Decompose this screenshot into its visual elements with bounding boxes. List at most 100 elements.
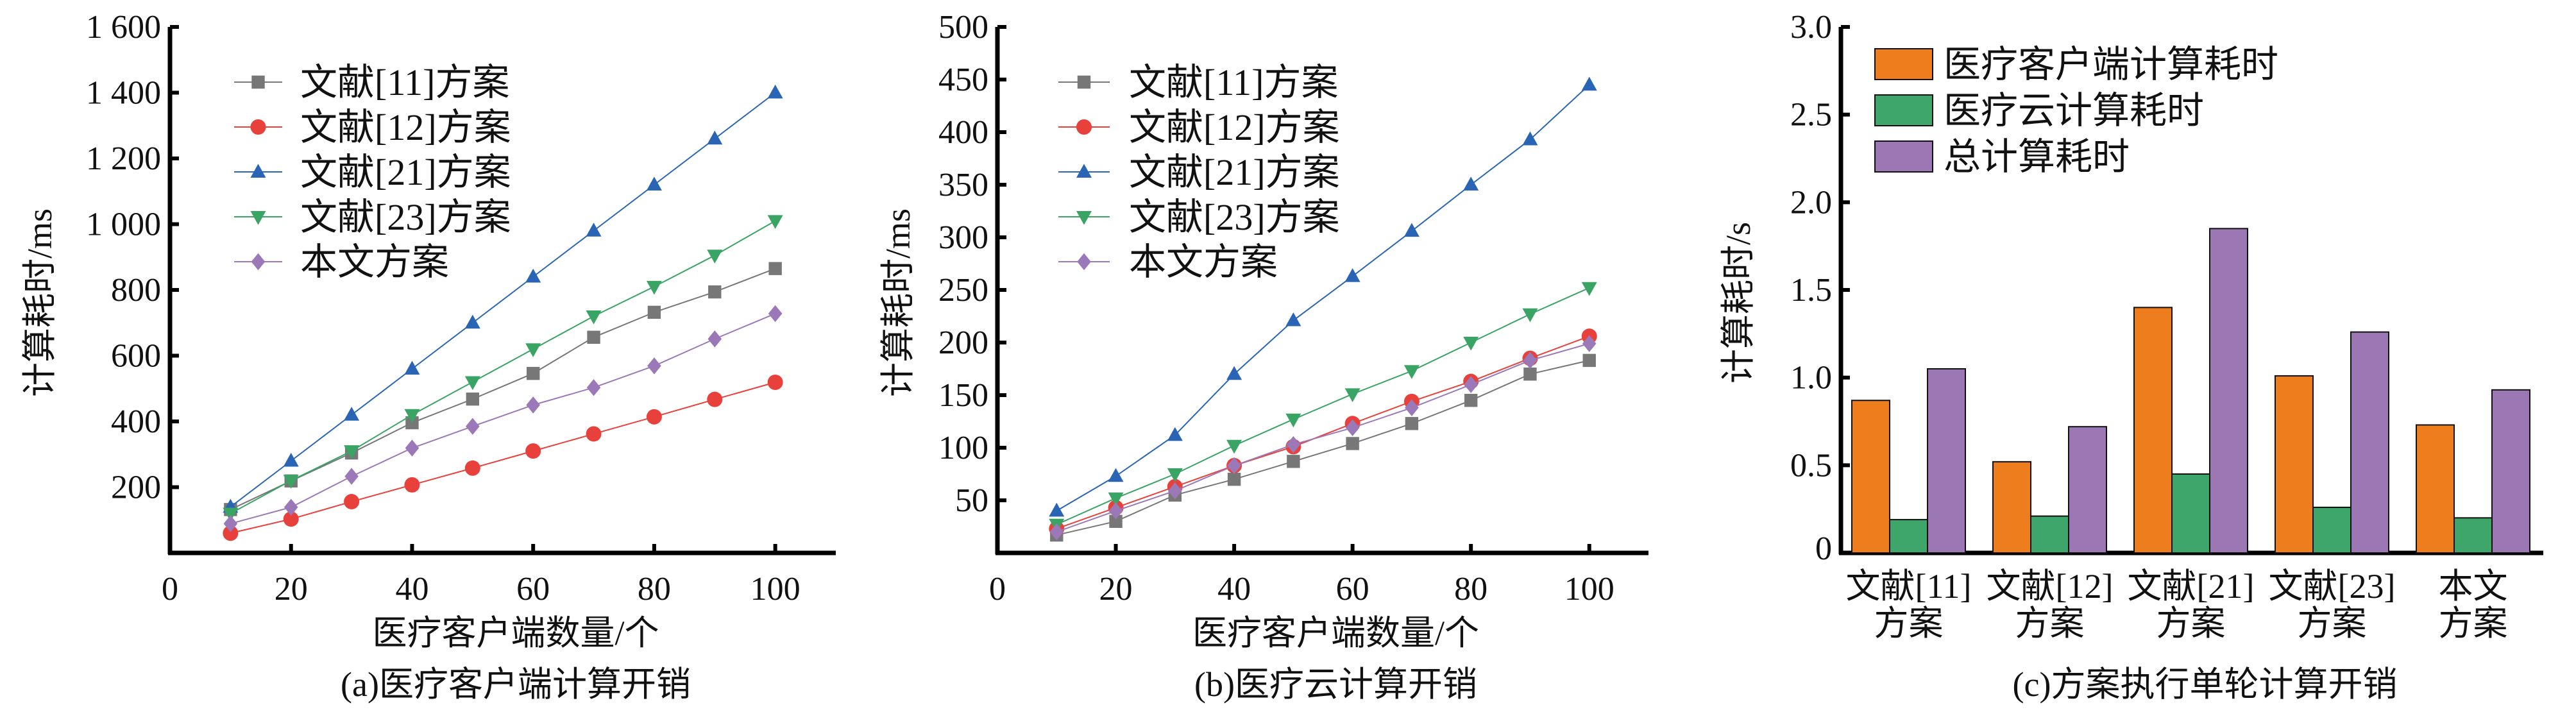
data-point: [646, 176, 662, 191]
legend-swatch: [1874, 48, 1933, 80]
y-tick-label: 50: [955, 482, 988, 519]
series-2: [1049, 76, 1597, 517]
data-point: [1582, 353, 1596, 368]
x-axis-label: 医疗客户端数量/个: [1192, 614, 1479, 652]
data-point: [1522, 308, 1538, 323]
data-point: [708, 285, 722, 299]
y-tick-label: 0: [1815, 530, 1832, 567]
x-tick-label: 0: [989, 571, 1006, 607]
legend-marker: [1077, 75, 1091, 89]
x-tick-label: 20: [1099, 571, 1133, 607]
y-tick-label: 1 600: [86, 9, 161, 46]
bar: [2491, 389, 2530, 554]
y-tick-label: 600: [111, 338, 161, 375]
y-tick-label: 1 400: [86, 75, 161, 112]
data-point: [283, 511, 299, 527]
bar: [2275, 375, 2314, 554]
y-tick-label: 350: [938, 167, 988, 203]
x-tick-label: 80: [638, 571, 671, 607]
chart-caption: (a)医疗客户端计算开销: [341, 665, 691, 704]
legend-label: 文献[21]方案: [1129, 151, 1340, 193]
x-tick-label: 方案: [2439, 604, 2508, 643]
y-tick-label: 200: [938, 325, 988, 361]
data-point: [1109, 514, 1123, 528]
y-tick-label: 0.5: [1790, 447, 1832, 484]
data-point: [1582, 335, 1597, 352]
y-tick-label: 1 200: [86, 140, 161, 177]
data-point: [1168, 482, 1182, 500]
data-point: [1285, 312, 1301, 326]
data-point: [526, 366, 540, 380]
data-point: [1405, 417, 1419, 430]
legend-label: 本文方案: [1129, 241, 1278, 283]
y-tick-label: 2.0: [1790, 184, 1832, 221]
data-point: [586, 310, 602, 325]
data-point: [1108, 502, 1123, 520]
y-tick-label: 3.0: [1790, 9, 1832, 46]
data-point: [1285, 413, 1301, 428]
data-point: [1049, 523, 1064, 541]
series-4: [1049, 335, 1597, 541]
x-tick-label: 方案: [2298, 604, 2367, 643]
legend-label: 总计算耗时: [1944, 136, 2130, 178]
data-point: [344, 407, 360, 421]
series-line: [230, 267, 775, 511]
chart-caption: (b)医疗云计算开销: [1194, 665, 1477, 704]
x-tick-label: 60: [1336, 571, 1369, 607]
data-point: [1464, 376, 1478, 393]
y-tick-label: 150: [938, 377, 988, 414]
data-point: [344, 494, 360, 510]
x-tick-label: 文献[21]: [2128, 567, 2255, 606]
data-point: [1227, 457, 1241, 475]
data-point: [1345, 419, 1360, 437]
data-point: [1581, 282, 1597, 296]
data-point: [1108, 492, 1124, 507]
bar: [2312, 506, 2351, 554]
data-point: [1464, 394, 1478, 407]
y-tick-label: 2.5: [1790, 97, 1832, 133]
data-point: [646, 280, 662, 295]
data-point: [1167, 427, 1183, 441]
x-tick-label: 40: [1217, 571, 1251, 607]
data-point: [1581, 76, 1597, 91]
data-point: [1167, 468, 1183, 482]
data-point: [587, 330, 600, 344]
data-point: [466, 392, 480, 406]
y-tick-label: 250: [938, 272, 988, 309]
data-point: [586, 223, 602, 237]
bar: [2068, 426, 2107, 554]
data-point: [707, 130, 723, 145]
data-point: [1523, 368, 1537, 381]
series-3: [223, 215, 783, 522]
data-point: [344, 468, 359, 485]
x-tick-label: 40: [395, 571, 428, 607]
data-point: [1463, 337, 1479, 351]
legend-marker: [250, 164, 266, 178]
bar: [1927, 368, 1966, 554]
data-point: [526, 396, 540, 414]
y-tick-label: 100: [938, 430, 988, 466]
bar: [2209, 228, 2248, 554]
x-tick-label: 0: [162, 571, 178, 607]
y-tick-label: 1.5: [1790, 272, 1832, 309]
y-axis-label: 计算耗时/ms: [21, 208, 59, 397]
data-point: [283, 452, 299, 467]
series-2: [223, 84, 783, 513]
x-tick-label: 方案: [1874, 604, 1944, 643]
y-tick-label: 1 000: [86, 207, 161, 243]
data-point: [1403, 365, 1419, 379]
legend-label: 医疗云计算耗时: [1944, 90, 2204, 131]
data-point: [466, 418, 480, 435]
legend-marker: [250, 119, 266, 135]
legend-marker: [1076, 119, 1092, 135]
y-tick-label: 400: [938, 114, 988, 151]
x-tick-label: 100: [750, 571, 801, 607]
data-point: [1286, 436, 1301, 453]
bar: [2030, 515, 2069, 554]
legend-label: 文献[23]方案: [300, 196, 511, 238]
y-tick-label: 200: [111, 470, 161, 506]
legend-marker: [1077, 253, 1091, 271]
series-line: [1056, 359, 1589, 536]
y-tick-label: 500: [938, 9, 988, 46]
